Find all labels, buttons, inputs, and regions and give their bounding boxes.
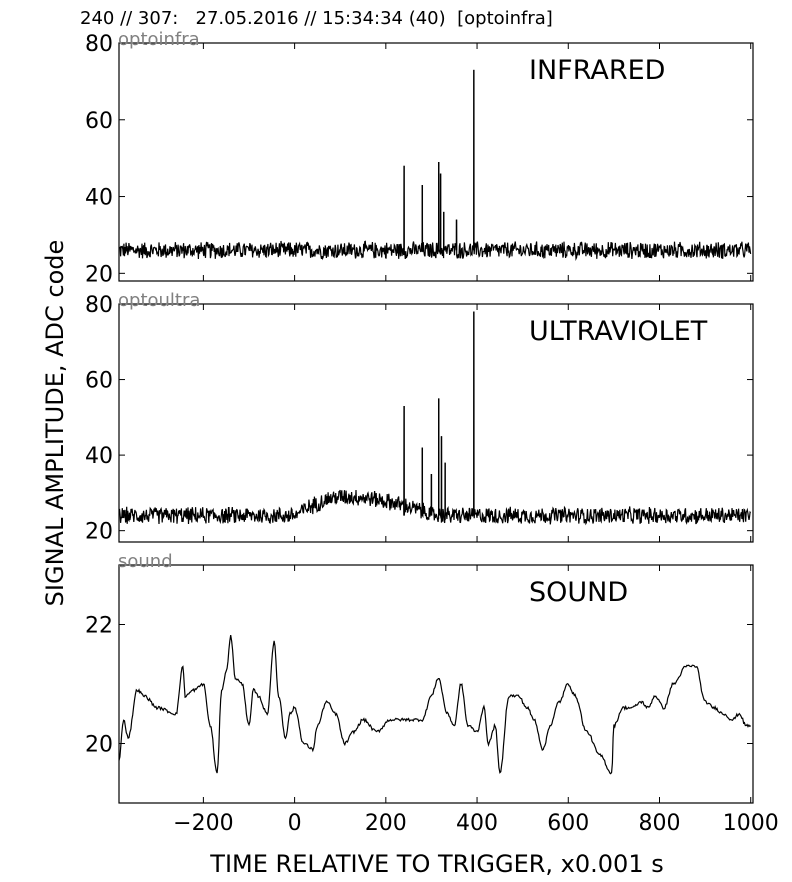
y-tick-label-optoultra-20: 20 <box>85 520 113 545</box>
series-sound <box>119 635 752 775</box>
chart-header-title: 240 // 307: 27.05.2016 // 15:34:34 (40) … <box>80 8 553 29</box>
y-axis-label: SIGNAL AMPLITUDE, ADC code <box>41 240 69 607</box>
plot-frame-optoultra <box>118 303 754 543</box>
y-tick-label-sound-22: 22 <box>85 614 113 639</box>
panel-label-sound: SOUND <box>529 577 628 608</box>
y-tick-label-optoultra-80: 80 <box>85 293 113 318</box>
x-tick-label--200: −200 <box>173 811 233 836</box>
series-optoinfra <box>119 69 752 261</box>
y-tick-label-sound-20: 20 <box>85 733 113 758</box>
x-tick-label-400: 400 <box>456 811 498 836</box>
panel-sound: 20 22 −200 0 200 400 600 800 1000 sound SOUND <box>85 551 779 836</box>
channel-tag-optoinfra: optoinfra <box>118 29 200 50</box>
panel-label-optoinfra: INFRARED <box>529 55 665 86</box>
x-tick-label-600: 600 <box>547 811 589 836</box>
panel-optoinfra: 20 40 60 80 optoinfra INFRARED <box>85 29 754 287</box>
x-tick-label-800: 800 <box>638 811 680 836</box>
x-tick-label-1000: 1000 <box>723 811 779 836</box>
y-tick-label-optoinfra-40: 40 <box>85 186 113 211</box>
plot-frame-sound <box>118 564 754 804</box>
plot-frame-optoinfra <box>118 42 754 282</box>
series-optoultra <box>119 311 752 526</box>
y-tick-label-optoinfra-20: 20 <box>85 262 113 287</box>
x-tick-label-0: 0 <box>288 811 302 836</box>
channel-tag-sound: sound <box>118 551 173 572</box>
panel-label-optoultra: ULTRAVIOLET <box>529 316 708 347</box>
y-tick-label-optoultra-60: 60 <box>85 369 113 394</box>
panel-optoultra: 20 40 60 80 optoultra ULTRAVIOLET <box>85 290 754 545</box>
x-tick-label-200: 200 <box>365 811 407 836</box>
y-tick-label-optoultra-40: 40 <box>85 444 113 469</box>
x-axis-label: TIME RELATIVE TO TRIGGER, x0.001 s <box>209 850 663 878</box>
channel-tag-optoultra: optoultra <box>118 290 200 311</box>
y-tick-label-optoinfra-80: 80 <box>85 32 113 57</box>
y-tick-label-optoinfra-60: 60 <box>85 109 113 134</box>
